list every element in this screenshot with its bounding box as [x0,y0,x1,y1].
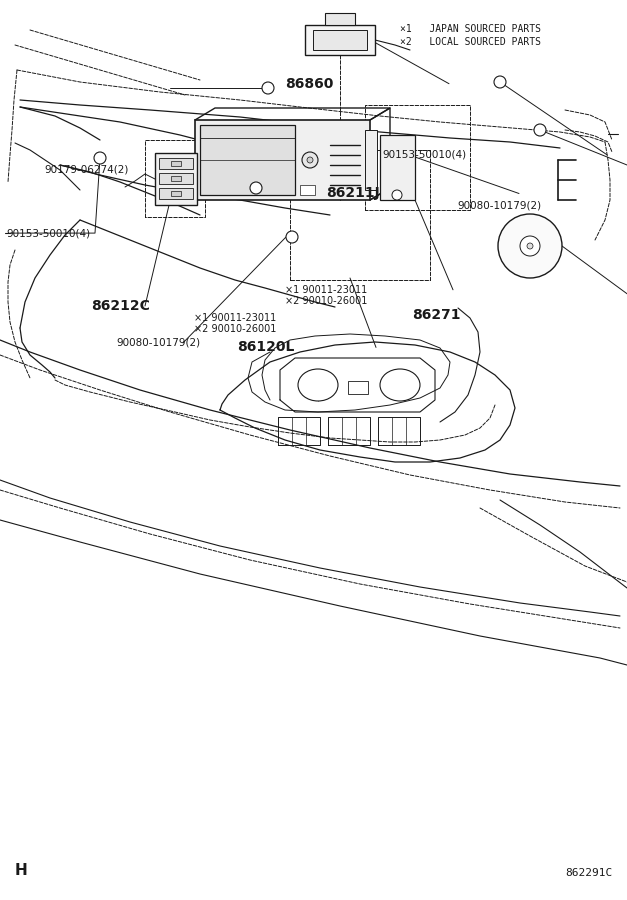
Circle shape [534,124,546,136]
Circle shape [392,190,402,200]
Text: ×1 90011-23011: ×1 90011-23011 [194,312,277,323]
Circle shape [94,152,106,164]
Text: 90153-50010(4): 90153-50010(4) [6,228,90,238]
Text: ×2   LOCAL SOURCED PARTS: ×2 LOCAL SOURCED PARTS [400,37,541,48]
Bar [313,30,367,50]
Circle shape [307,157,313,163]
Text: 86120L: 86120L [237,340,295,355]
Text: 86212C: 86212C [91,299,150,313]
Text: 90179-06274(2): 90179-06274(2) [44,164,129,175]
Circle shape [286,231,298,243]
Text: 86860: 86860 [285,76,334,91]
Bar [200,125,295,195]
Text: ×1 90011-23011: ×1 90011-23011 [285,284,367,295]
Bar [365,130,377,190]
Ellipse shape [298,369,338,401]
Text: H: H [15,863,28,878]
Bar [348,381,368,394]
Text: 90153-50010(4): 90153-50010(4) [382,149,466,160]
Text: 86271: 86271 [413,308,461,322]
Bar [159,173,193,184]
Bar [159,158,193,169]
Text: 86211J: 86211J [326,186,380,201]
Bar [171,191,181,196]
Ellipse shape [380,369,420,401]
Circle shape [302,152,318,168]
Bar [171,161,181,166]
Bar [195,120,370,200]
Bar [380,135,415,200]
Bar [171,176,181,181]
Circle shape [498,214,562,278]
Bar [300,185,315,195]
Text: ×2 90010-26001: ×2 90010-26001 [285,295,367,306]
Bar [305,25,375,55]
Text: 90080-10179(2): 90080-10179(2) [116,338,200,348]
Text: 862291C: 862291C [565,868,612,878]
Bar [155,153,197,205]
Circle shape [520,236,540,256]
Bar [159,188,193,199]
Bar [325,13,355,25]
Text: ×1   JAPAN SOURCED PARTS: ×1 JAPAN SOURCED PARTS [400,23,541,34]
Text: 90080-10179(2): 90080-10179(2) [458,200,542,211]
Text: ×2 90010-26001: ×2 90010-26001 [194,323,277,334]
Circle shape [250,182,262,194]
Circle shape [494,76,506,88]
Circle shape [262,82,274,94]
Circle shape [527,243,533,249]
